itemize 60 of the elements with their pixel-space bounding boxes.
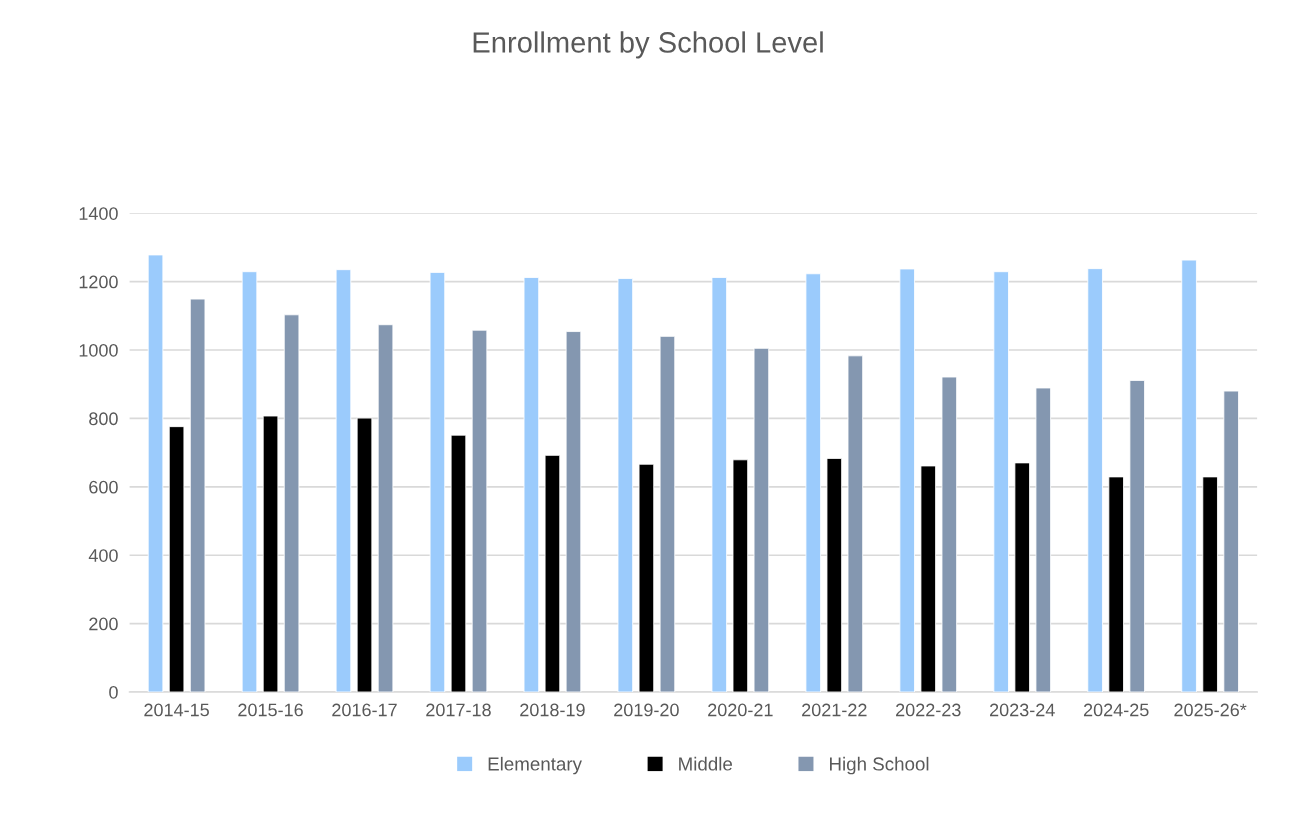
legend-label: Elementary [488,756,582,775]
bar [899,268,915,692]
bar [941,376,958,692]
bar [429,271,446,692]
bar [356,417,373,692]
x-tick-label: 2025-26* [1174,703,1247,717]
legend-label: High School [830,756,929,775]
legend-label: Middle [679,756,733,771]
x-tick-label: 2017-18 [426,703,491,717]
bar [262,415,279,692]
bar [993,271,1009,692]
bar [1108,476,1124,692]
bar [168,426,185,692]
bar [711,277,728,692]
bar [471,329,488,692]
bar [1223,390,1239,692]
x-tick-label: 2019-20 [614,703,679,717]
bar [241,271,258,692]
bar [1129,380,1145,692]
bar [1202,476,1218,692]
x-tick-label: 2018-19 [520,703,585,717]
bar [659,335,676,692]
y-tick-label: 400 [88,549,118,562]
bar [377,324,394,692]
bar [753,347,770,692]
bar [335,269,352,692]
bar [283,314,300,692]
bar [147,254,164,692]
x-tick-label: 2016-17 [332,703,397,717]
bar [1087,268,1103,692]
x-tick-label: 2023-24 [990,703,1055,717]
bar [565,331,582,692]
bar [189,298,206,692]
x-tick-label: 2014-15 [144,703,209,717]
bar [847,355,864,692]
chart-title: Enrollment by School Level [473,31,823,59]
x-tick-label: 2015-16 [238,703,303,717]
bar [1181,259,1197,692]
y-tick-label: 1000 [79,343,118,357]
bar [617,278,634,692]
bar [805,273,821,692]
y-tick-label: 200 [89,617,118,631]
y-tick-label: 1400 [79,207,118,220]
y-tick-label: 600 [89,480,118,494]
bar [920,465,937,692]
x-tick-label: 2022-23 [896,703,961,717]
x-tick-label: 2024-25 [1083,703,1149,717]
bar [1035,387,1052,692]
bar [1014,462,1030,692]
y-tick-label: 1200 [79,275,118,289]
x-tick-label: 2021-22 [802,703,867,717]
bar [544,454,561,692]
y-tick-label: 0 [109,685,118,699]
bar [732,459,749,692]
bar [523,277,540,692]
x-tick-label: 2020-21 [708,703,773,717]
bar [826,458,843,692]
bar [450,434,467,692]
y-tick-label: 800 [89,412,118,426]
bar [638,463,655,692]
